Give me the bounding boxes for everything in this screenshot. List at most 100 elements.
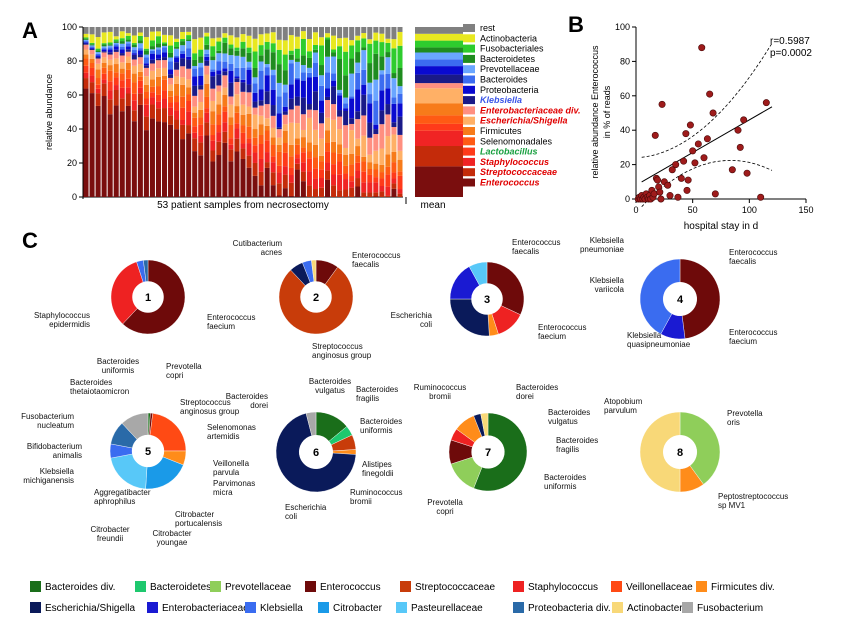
confidence-band-lower [641, 159, 773, 207]
bar-segment [161, 57, 168, 61]
bar-segment [174, 119, 180, 130]
bar-segment [349, 164, 355, 177]
bar-segment [373, 150, 379, 164]
bar-segment [379, 74, 385, 91]
bar-segment [155, 27, 161, 32]
slice-label: Citrobacter youngae [152, 529, 191, 547]
bar-segment [180, 31, 186, 40]
slice-label: Bacteroides vulgatus [548, 408, 590, 426]
bar-segment [83, 78, 89, 89]
bar-segment [258, 45, 264, 56]
bar-segment [252, 145, 258, 153]
bar-segment [300, 171, 306, 182]
bar-segment [397, 45, 403, 68]
bar-segment [325, 56, 331, 73]
bar-segment [288, 182, 294, 196]
bar-segment [192, 132, 198, 139]
bar-segment [349, 181, 355, 188]
bar-segment [168, 102, 174, 108]
bar-segment [258, 105, 264, 116]
mean-bar-segment [415, 146, 463, 167]
bar-segment [367, 63, 373, 83]
bar-segment [240, 82, 246, 92]
bar-segment [155, 86, 161, 95]
panel-label-b: B [568, 12, 584, 37]
bar-segment [306, 117, 312, 143]
donut-charts: 1 Staphylococcus epidermidis Enterococcus fa… [21, 236, 788, 547]
bar-segment [137, 104, 143, 197]
bar-segment [113, 64, 119, 73]
donut-number: 2 [313, 292, 319, 304]
bar-segment [216, 85, 222, 92]
bar-segment [337, 144, 343, 154]
bar-segment [149, 63, 155, 71]
bar-segment [198, 85, 204, 90]
bar-segment [294, 96, 300, 106]
bar-segment [367, 39, 373, 44]
bar-segment [343, 147, 349, 155]
bar-segment [131, 59, 137, 66]
bar-segment [288, 195, 294, 197]
bar-segment [276, 82, 282, 97]
bar-segment [149, 31, 155, 41]
scatter-point [734, 126, 742, 134]
bar-segment [306, 57, 312, 68]
bar-segment [385, 88, 391, 105]
legend-swatch [463, 44, 475, 53]
bar-segment [252, 67, 258, 78]
bar-segment [83, 37, 89, 39]
bar-segment [337, 174, 343, 191]
legend-label: Staphylococcus [528, 582, 598, 593]
bar-segment [198, 102, 204, 110]
bar-segment [276, 144, 282, 152]
bar-segment [83, 33, 89, 38]
bar-segment [83, 43, 89, 45]
bar-segment [137, 71, 143, 77]
scatter-plot: 0 20 40 60 80 100 0 50 100 150 hospital stay in d r… [590, 22, 814, 232]
bar-segment [143, 84, 149, 92]
bar-segment [331, 56, 337, 74]
legend-swatch [463, 116, 475, 125]
bar-segment [264, 49, 270, 65]
bar-segment [113, 36, 119, 40]
stat-p: p=0.0002 [770, 48, 812, 59]
scatter-point [677, 174, 685, 182]
bar-segment [174, 57, 180, 63]
y-tick-label: 80 [67, 56, 77, 66]
bar-segment [252, 107, 258, 115]
bar-segment [361, 115, 367, 136]
bar-segment [119, 80, 125, 88]
bar-segment [379, 178, 385, 187]
bar-segment [210, 135, 216, 141]
slice-label: Ruminococcus bromii [350, 488, 402, 506]
scatter-point [757, 193, 765, 201]
bar-segment [89, 93, 95, 197]
bar-segment [270, 115, 276, 128]
bar-segment [119, 41, 125, 44]
bar-segment [131, 110, 137, 122]
slice-label: Citrobacter portucalensis [175, 510, 222, 528]
bar-segment [101, 27, 107, 33]
bar-segment [216, 74, 222, 86]
bar-segment [83, 42, 89, 44]
bar-segment [192, 39, 198, 54]
bar-segment [288, 54, 294, 60]
bar-segment [343, 51, 349, 76]
y-tick-label: 60 [620, 91, 630, 101]
slice-label: Staphylococcus epidermidis [34, 311, 90, 329]
bar-segment [252, 114, 258, 130]
bar-segment [294, 144, 300, 155]
bar-segment [228, 27, 234, 36]
bar-segment [174, 102, 180, 111]
bar-segment [228, 124, 234, 139]
bar-segment [367, 174, 373, 183]
bar-segment [125, 69, 131, 79]
bar-segment [294, 163, 300, 170]
bar-segment [325, 142, 331, 152]
bar-segment [343, 125, 349, 148]
bar-segment [306, 27, 312, 39]
bar-segment [367, 43, 373, 64]
bar-segment [367, 82, 373, 95]
bar-segment [325, 117, 331, 131]
bar-segment [367, 103, 373, 123]
